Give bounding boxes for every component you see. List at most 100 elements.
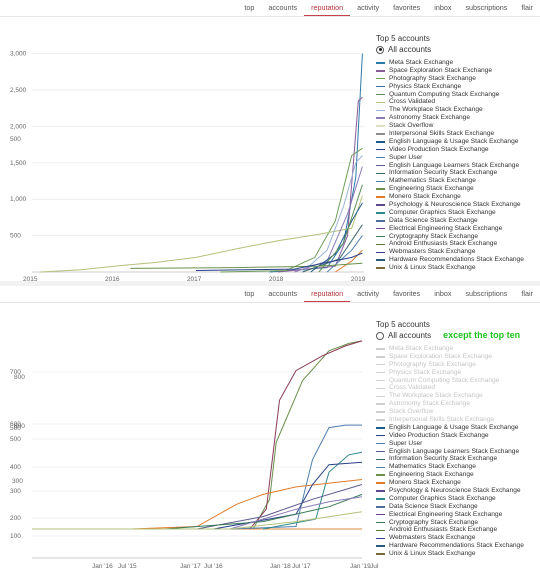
tab-reputation[interactable]: reputation <box>304 0 351 16</box>
legend-item[interactable]: Android Enthusiasts Stack Exchange <box>376 526 524 534</box>
legend-swatch-icon <box>376 466 385 469</box>
y-tick-label: 600 <box>10 421 21 428</box>
tab-accounts[interactable]: accounts <box>268 289 298 298</box>
tab-flair[interactable]: flair <box>521 3 533 12</box>
legend-item[interactable]: Cryptography Stack Exchange <box>376 233 524 241</box>
legend-swatch-icon <box>376 387 385 390</box>
tab-bar: top accounts reputation activity favorites in… <box>237 286 540 302</box>
tab-inbox[interactable]: inbox <box>434 3 452 12</box>
tab-accounts[interactable]: accounts <box>268 3 298 12</box>
legend-item[interactable]: Psychology & Neuroscience Stack Exchange <box>376 487 524 495</box>
radio-selected-icon[interactable] <box>376 45 384 54</box>
x-tick-label: Jul '17 <box>292 563 311 570</box>
legend-item[interactable]: Quantum Computing Stack Exchange <box>376 377 524 385</box>
y-tick-label: 2,500 <box>10 87 27 94</box>
legend-item[interactable]: Monero Stack Exchange <box>376 193 524 201</box>
legend-item[interactable]: Unix & Linux Stack Exchange <box>376 550 524 558</box>
legend-item[interactable]: Mathematics Stack Exchange <box>376 463 524 471</box>
tab-top[interactable]: top <box>244 3 255 12</box>
legend-item[interactable]: Stack Overflow <box>376 408 524 416</box>
legend-item[interactable]: Photography Stack Exchange <box>376 75 524 83</box>
legend-item[interactable]: Hardware Recommendations Stack Exchange <box>376 542 524 550</box>
legend-item[interactable]: Interpersonal Skills Stack Exchange <box>376 130 524 138</box>
legend-swatch-icon <box>376 70 385 72</box>
tab-subscriptions[interactable]: subscriptions <box>465 289 508 298</box>
legend-item[interactable]: Cross Validated <box>376 98 524 106</box>
legend-item[interactable]: Unix & Linux Stack Exchange <box>376 264 524 272</box>
legend-item[interactable]: Interpersonal Skills Stack Exchange <box>376 416 524 424</box>
legend-item[interactable]: English Language & Usage Stack Exchange <box>376 138 524 146</box>
tab-flair[interactable]: flair <box>521 289 533 298</box>
legend-item[interactable]: The Workplace Stack Exchange <box>376 106 524 114</box>
legend-item[interactable]: Space Exploration Stack Exchange <box>376 353 524 361</box>
legend-swatch-icon <box>376 251 385 254</box>
legend-swatch-icon <box>376 529 385 532</box>
radio-unselected-icon[interactable] <box>376 331 384 340</box>
legend-item[interactable]: Information Security Stack Exchange <box>376 169 524 177</box>
legend-item[interactable]: Cryptography Stack Exchange <box>376 519 524 527</box>
all-accounts-radio[interactable]: All accounts <box>376 44 524 55</box>
tab-inbox[interactable]: inbox <box>434 289 452 298</box>
legend-item-label: Android Enthusiasts Stack Exchange <box>389 240 498 248</box>
legend-item-label: Mathematics Stack Exchange <box>389 463 476 471</box>
legend-item[interactable]: Physics Stack Exchange <box>376 369 524 377</box>
tab-activity[interactable]: activity <box>357 3 380 12</box>
legend-item-label: Engineering Stack Exchange <box>389 185 474 193</box>
series-line <box>196 484 363 530</box>
legend-item[interactable]: Meta Stack Exchange <box>376 59 524 67</box>
legend-item[interactable]: Computer Graphics Stack Exchange <box>376 209 524 217</box>
legend-item[interactable]: The Workplace Stack Exchange <box>376 392 524 400</box>
legend-item[interactable]: Super User <box>376 440 524 448</box>
legend-item[interactable]: Hardware Recommendations Stack Exchange <box>376 256 524 264</box>
legend-item[interactable]: Data Science Stack Exchange <box>376 217 524 225</box>
tab-activity[interactable]: activity <box>357 289 380 298</box>
legend-item[interactable]: Video Production Stack Exchange <box>376 146 524 154</box>
legend-item[interactable]: Space Exploration Stack Exchange <box>376 67 524 75</box>
tab-subscriptions[interactable]: subscriptions <box>465 3 508 12</box>
reputation-chart-all: 3,000 2,500 2,000 1,500 1,000 500 500 2015 2016 2… <box>0 0 380 281</box>
legend-item[interactable]: English Language Learners Stack Exchange <box>376 448 524 456</box>
legend-item[interactable]: Engineering Stack Exchange <box>376 185 524 193</box>
tab-reputation[interactable]: reputation <box>304 286 351 302</box>
legend-item[interactable]: Android Enthusiasts Stack Exchange <box>376 240 524 248</box>
legend-item[interactable]: Psychology & Neuroscience Stack Exchange <box>376 201 524 209</box>
legend-item[interactable]: Data Science Stack Exchange <box>376 503 524 511</box>
legend-item[interactable]: Monero Stack Exchange <box>376 479 524 487</box>
legend-item[interactable]: Meta Stack Exchange <box>376 345 524 353</box>
legend-item[interactable]: Quantum Computing Stack Exchange <box>376 91 524 99</box>
legend-item[interactable]: Webmasters Stack Exchange <box>376 534 524 542</box>
legend-item[interactable]: Webmasters Stack Exchange <box>376 248 524 256</box>
legend-item[interactable]: English Language Learners Stack Exchange <box>376 162 524 170</box>
legend-item[interactable]: Stack Overflow <box>376 122 524 130</box>
legend-item[interactable]: Engineering Stack Exchange <box>376 471 524 479</box>
legend-item-label: Super User <box>389 439 423 447</box>
legend-item[interactable]: Computer Graphics Stack Exchange <box>376 495 524 503</box>
legend-swatch-icon <box>376 93 385 96</box>
legend-item[interactable]: English Language & Usage Stack Exchange <box>376 424 524 432</box>
series-line <box>335 249 363 273</box>
tab-favorites[interactable]: favorites <box>393 289 421 298</box>
y-tick-label: 300 <box>10 488 21 495</box>
series-line <box>195 252 363 271</box>
legend-item[interactable]: Mathematics Stack Exchange <box>376 177 524 185</box>
legend-item[interactable]: Super User <box>376 154 524 162</box>
legend-swatch-icon <box>376 85 385 88</box>
legend-item[interactable]: Electrical Engineering Stack Exchange <box>376 511 524 519</box>
tab-favorites[interactable]: favorites <box>393 3 421 12</box>
all-accounts-radio[interactable]: All accounts except the top ten <box>376 330 524 341</box>
legend-item-label: Engineering Stack Exchange <box>389 471 474 479</box>
legend-item-label: English Language Learners Stack Exchange <box>389 447 520 455</box>
legend-item-label: The Workplace Stack Exchange <box>389 392 483 400</box>
legend-item[interactable]: Video Production Stack Exchange <box>376 432 524 440</box>
legend-item-label: Video Production Stack Exchange <box>389 431 489 439</box>
y-tick-label: 500 <box>10 136 21 143</box>
legend-item[interactable]: Photography Stack Exchange <box>376 361 524 369</box>
legend-item[interactable]: Physics Stack Exchange <box>376 83 524 91</box>
legend-item[interactable]: Information Security Stack Exchange <box>376 455 524 463</box>
legend-item[interactable]: Astronomy Stack Exchange <box>376 400 524 408</box>
legend-item[interactable]: Cross Validated <box>376 384 524 392</box>
tab-top[interactable]: top <box>244 289 255 298</box>
legend-swatch-icon <box>376 419 385 421</box>
legend-item[interactable]: Electrical Engineering Stack Exchange <box>376 225 524 233</box>
legend-item[interactable]: Astronomy Stack Exchange <box>376 114 524 122</box>
